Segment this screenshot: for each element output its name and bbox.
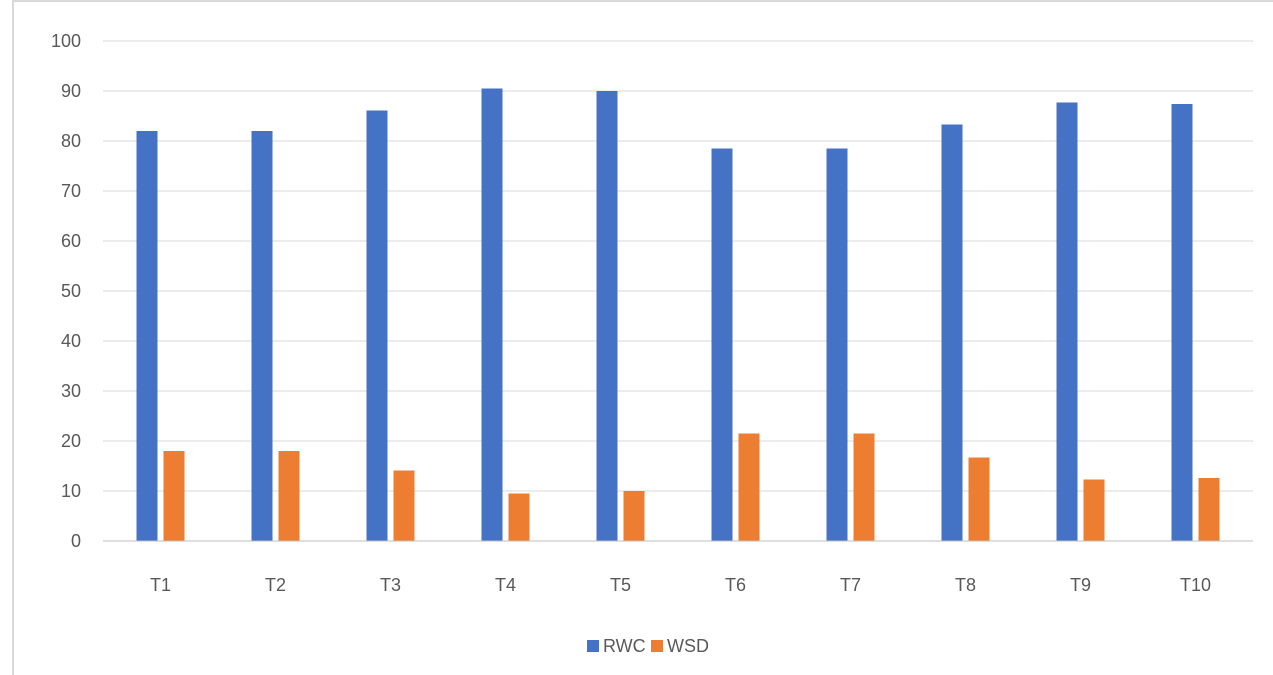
y-tick-label: 100 (51, 31, 81, 51)
bar-rwc-t1 (136, 131, 158, 541)
bar-wsd-t5 (623, 491, 645, 541)
bar-rwc-t8 (941, 124, 963, 541)
y-tick-label: 60 (61, 231, 81, 251)
gridlines (103, 40, 1253, 492)
x-tick-label: T3 (380, 575, 401, 595)
y-axis-tick-labels: 0 10 20 30 40 50 60 70 80 90 100 (51, 31, 81, 551)
legend-label-wsd: WSD (667, 636, 709, 656)
x-tick-label: T7 (840, 575, 861, 595)
bar-rwc-t6 (711, 148, 733, 541)
y-tick-label: 20 (61, 431, 81, 451)
legend-swatch-wsd (651, 640, 663, 652)
bar-wsd-t3 (393, 470, 415, 541)
bar-wsd-t10 (1198, 478, 1220, 541)
y-tick-label: 70 (61, 181, 81, 201)
x-axis-tick-labels: T1 T2 T3 T4 T5 T6 T7 T8 T9 T10 (150, 575, 1211, 595)
bar-wsd-t2 (278, 451, 300, 541)
bar-rwc-t10 (1171, 104, 1193, 541)
legend-swatch-rwc (587, 640, 599, 652)
y-tick-label: 90 (61, 81, 81, 101)
bar-rwc-t5 (596, 91, 618, 541)
bars (136, 88, 1220, 541)
x-tick-label: T6 (725, 575, 746, 595)
bar-wsd-t6 (738, 433, 760, 541)
bar-wsd-t8 (968, 457, 990, 541)
bar-wsd-t7 (853, 433, 875, 541)
y-tick-label: 0 (71, 531, 81, 551)
x-tick-label: T8 (955, 575, 976, 595)
bar-rwc-t7 (826, 148, 848, 541)
x-tick-label: T10 (1180, 575, 1211, 595)
y-tick-label: 30 (61, 381, 81, 401)
bar-rwc-t2 (251, 131, 273, 541)
x-tick-label: T4 (495, 575, 516, 595)
x-tick-label: T1 (150, 575, 171, 595)
legend-label-rwc: RWC (603, 636, 646, 656)
bar-wsd-t1 (163, 451, 185, 541)
y-tick-label: 50 (61, 281, 81, 301)
x-tick-label: T5 (610, 575, 631, 595)
bar-rwc-t9 (1056, 102, 1078, 541)
y-tick-label: 40 (61, 331, 81, 351)
y-tick-label: 10 (61, 481, 81, 501)
bar-rwc-t4 (481, 88, 503, 541)
bar-wsd-t9 (1083, 479, 1105, 541)
bar-rwc-t3 (366, 110, 388, 541)
bar-wsd-t4 (508, 493, 530, 541)
x-tick-label: T2 (265, 575, 286, 595)
x-tick-label: T9 (1070, 575, 1091, 595)
legend: RWC WSD (587, 636, 709, 656)
y-tick-label: 80 (61, 131, 81, 151)
